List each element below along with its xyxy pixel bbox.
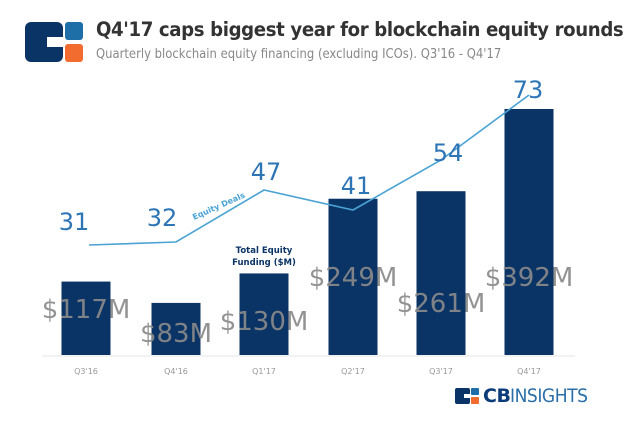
equity-deals-value-label: 32	[147, 204, 178, 232]
funding-value-label: $392M	[485, 263, 574, 293]
chart-subtitle: Quarterly blockchain equity financing (e…	[96, 46, 502, 62]
funding-value-label: $83M	[140, 319, 212, 349]
funding-bar	[61, 281, 111, 355]
funding-value-label: $261M	[397, 289, 486, 319]
brand-name-bold: CB	[483, 385, 511, 407]
chart-title: Q4'17 caps biggest year for blockchain e…	[96, 18, 624, 41]
funding-value-label: $249M	[309, 263, 398, 293]
funding-bar	[239, 273, 289, 355]
funding-series-label-line2: Funding ($M)	[232, 258, 296, 268]
equity-deals-value-label: 47	[251, 158, 282, 186]
cb-insights-logo-icon	[25, 22, 83, 62]
x-tick-label: Q2'17	[341, 367, 365, 376]
cb-insights-brand-icon	[455, 388, 479, 404]
funding-value-label: $117M	[42, 295, 131, 325]
funding-bar	[416, 191, 466, 355]
x-tick-label: Q3'17	[429, 367, 453, 376]
funding-bar	[504, 109, 554, 355]
x-tick-label: Q4'17	[517, 367, 541, 376]
x-tick-label: Q4'16	[164, 367, 188, 376]
equity-deals-value-label: 41	[341, 172, 372, 200]
funding-series-label-line1: Total Equity	[236, 246, 293, 256]
funding-value-label: $130M	[220, 307, 309, 337]
equity-deals-value-label: 54	[433, 139, 464, 167]
equity-deals-value-label: 73	[513, 76, 544, 104]
brand-name-regular: INSIGHTS	[510, 385, 588, 407]
equity-deals-line	[88, 94, 530, 246]
equity-deals-value-label: 31	[59, 208, 90, 236]
cb-insights-brand: CB INSIGHTS	[455, 385, 597, 407]
funding-bar	[328, 198, 378, 355]
funding-bar	[151, 302, 201, 355]
x-tick-label: Q1'17	[252, 367, 276, 376]
x-tick-label: Q3'16	[74, 367, 98, 376]
